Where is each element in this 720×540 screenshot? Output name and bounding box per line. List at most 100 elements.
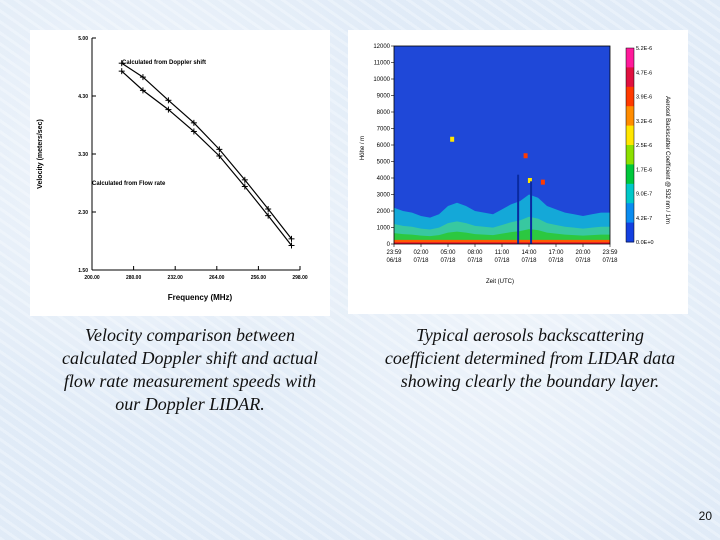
x-tick-time: 17:00: [548, 250, 564, 256]
cloud-feature: [540, 179, 545, 185]
signal-gap: [530, 181, 533, 244]
data-point: [139, 74, 146, 81]
colorbar-tick-label: 3.2E-6: [636, 119, 652, 125]
caption-line: Typical aerosols backscattering: [416, 325, 644, 345]
x-tick-time: 08:00: [467, 250, 483, 256]
colorbar-segment: [626, 67, 634, 88]
y-tick-label: 9000: [377, 94, 391, 100]
x-tick-date: 07/18: [440, 258, 456, 264]
y-tick-label: 7000: [377, 127, 391, 133]
data-point: [265, 206, 272, 213]
data-point: [165, 106, 172, 113]
colorbar-segment: [626, 145, 634, 165]
backscatter-x-ticks: 23:59 06/18 02:00 07/18 05:00 07/18 08:00 07/18…: [386, 244, 618, 264]
backscatter-y-axis-label: Höhe / m: [360, 136, 366, 160]
y-tick-label: 4.30: [78, 94, 88, 100]
x-tick-date: 07/18: [413, 258, 429, 264]
colorbar-tick-label: 4.2E-7: [636, 216, 652, 222]
velocity-y-axis-label: Velocity (meters/sec): [37, 119, 44, 189]
y-tick-label: 11000: [374, 61, 391, 67]
backscatter-chart: 0 1000 2000 3000 4000 5000 6000 7000 8000 9000 100…: [360, 44, 670, 285]
cloud-feature: [450, 136, 455, 142]
velocity-chart-panel: 5.00 4.30 3.30 2.30 1.50 200.00 280.00 232.00 26…: [30, 30, 330, 316]
colorbar-segment: [626, 48, 634, 68]
x-tick-label: 232.00: [168, 275, 184, 281]
series-line-flow-rate: [121, 70, 292, 246]
backscatter-y-ticks: 0 1000 2000 3000 4000 5000 6000 7000 8000 9000 100…: [373, 44, 394, 248]
data-point: [288, 242, 295, 249]
caption-line: showing clearly the boundary layer.: [400, 371, 660, 391]
x-tick-time: 11:00: [495, 250, 510, 256]
colorbar: 5.2E-6 4.7E-6 3.9E-6 3.2E-6 2.5E-6 1.7E-6 9.0E…: [625, 46, 654, 246]
velocity-series: [118, 60, 295, 249]
signal-gap: [517, 174, 520, 244]
y-tick-label: 4000: [377, 176, 391, 182]
x-tick-date: 07/18: [602, 258, 618, 264]
y-tick-label: 3.30: [78, 152, 88, 158]
caption-line: Velocity comparison between: [85, 325, 295, 345]
y-tick-label: 3000: [377, 193, 391, 199]
backscatter-heatmap: [393, 45, 611, 245]
y-tick-label: 8000: [377, 110, 391, 116]
data-point: [190, 119, 197, 126]
colorbar-tick-label: 3.9E-6: [636, 95, 652, 101]
data-point: [216, 146, 223, 153]
annotation-flow-rate: Calculated from Flow rate: [92, 181, 166, 187]
y-tick-label: 1000: [377, 226, 391, 232]
colorbar-segment: [626, 222, 634, 243]
cloud-feature: [527, 178, 532, 183]
colorbar-segment: [626, 203, 634, 224]
data-point: [216, 152, 223, 159]
y-tick-label: 2000: [377, 209, 391, 215]
data-point: [241, 176, 248, 183]
data-point: [265, 212, 272, 219]
data-point: [241, 183, 248, 190]
y-tick-label: 1.50: [78, 268, 88, 274]
data-point: [118, 60, 125, 67]
x-tick-time: 02:00: [413, 250, 429, 256]
x-tick-label: 298.00: [292, 275, 308, 281]
y-tick-label: 10000: [373, 77, 390, 83]
colorbar-label: Aerosol Backscatter Coefficient @ 532 nm…: [664, 96, 670, 224]
data-point: [165, 97, 172, 104]
velocity-caption: Velocity comparison between calculated D…: [40, 324, 340, 416]
x-tick-date: 07/18: [521, 258, 537, 264]
annotation-doppler-shift: Calculated from Doppler shift: [122, 60, 206, 66]
velocity-x-axis-label: Frequency (MHz): [168, 293, 233, 302]
x-tick-time: 23:59: [386, 250, 402, 256]
colorbar-tick-label: 4.7E-6: [636, 70, 652, 76]
x-tick-date: 07/18: [494, 258, 510, 264]
near-ground-layer: [394, 239, 610, 244]
colorbar-tick-label: 9.0E-7: [636, 192, 652, 198]
x-tick-time: 20:00: [575, 250, 591, 256]
y-tick-label: 2.30: [78, 210, 88, 216]
series-line-doppler-shift: [121, 62, 292, 240]
cloud-feature: [523, 153, 528, 159]
x-tick-label: 256.00: [251, 275, 267, 281]
colorbar-frame: [625, 47, 635, 243]
backscatter-chart-panel: 0 1000 2000 3000 4000 5000 6000 7000 8000 9000 100…: [348, 30, 688, 314]
x-tick-date: 06/18: [386, 258, 402, 264]
colorbar-segment: [626, 86, 634, 107]
y-tick-label: 0: [387, 242, 391, 248]
x-tick-label: 280.00: [126, 275, 142, 281]
caption-line: coefficient determined from LIDAR data: [384, 348, 676, 368]
caption-line: calculated Doppler shift and actual: [62, 348, 318, 368]
data-point: [139, 87, 146, 94]
backscatter-caption: Typical aerosols backscattering coeffici…: [360, 324, 700, 393]
colorbar-segment: [626, 183, 634, 204]
colorbar-tick-label: 2.5E-6: [636, 143, 652, 149]
page-number: 20: [698, 509, 712, 523]
colorbar-tick-label: 1.7E-6: [636, 167, 652, 173]
data-point: [288, 235, 295, 242]
data-point: [118, 68, 125, 75]
data-point: [190, 128, 197, 135]
backscatter-x-axis-label: Zeit (UTC): [486, 279, 514, 285]
y-tick-label: 6000: [377, 143, 391, 149]
x-tick-time: 05:00: [440, 250, 456, 256]
colorbar-segment: [626, 106, 634, 127]
y-tick-label: 5000: [377, 160, 391, 166]
x-tick-label: 200.00: [84, 275, 100, 281]
